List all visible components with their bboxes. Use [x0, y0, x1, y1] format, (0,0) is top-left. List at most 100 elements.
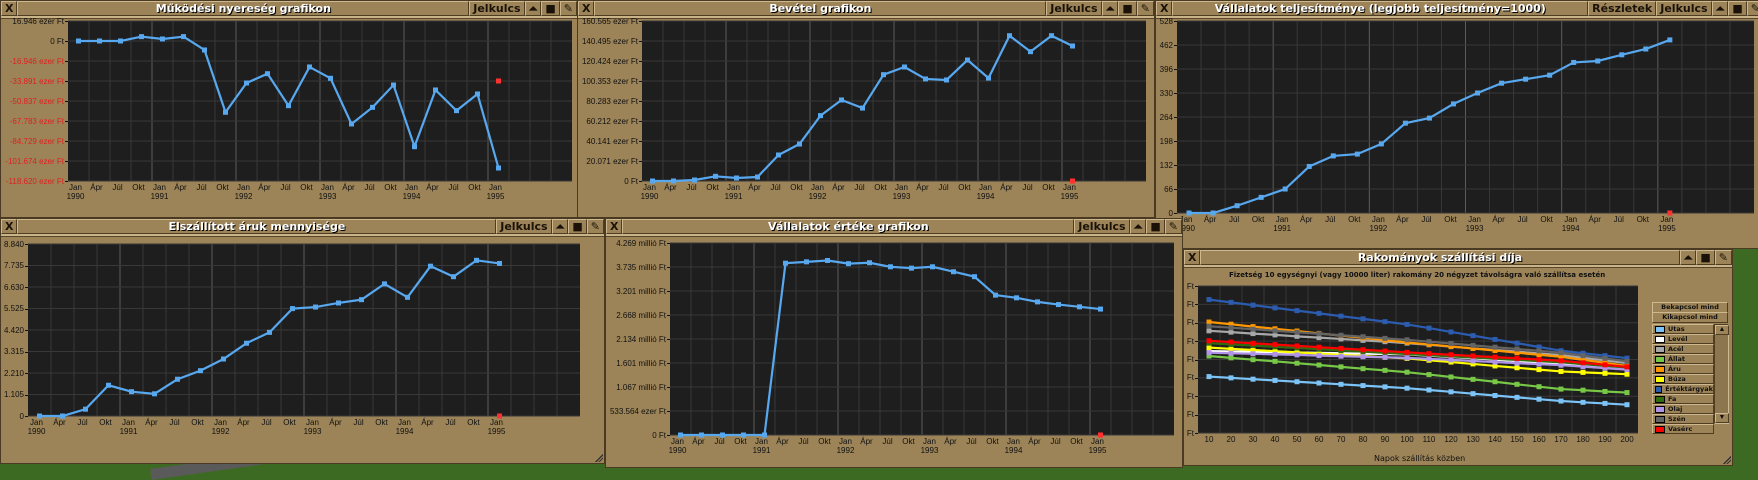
series-line	[1208, 342, 1628, 369]
y-tick-mark	[667, 363, 670, 364]
legend-item-vasérc[interactable]: Vasérc	[1652, 424, 1714, 434]
disable-all-button[interactable]: Kikapcsol mind	[1652, 312, 1728, 323]
legend-item-fa[interactable]: Fa	[1652, 394, 1714, 404]
legend-scrollbar[interactable]: ▲ ▼	[1714, 324, 1729, 424]
x-tick-label: Jan 1992	[1368, 215, 1388, 233]
collapse-button[interactable]: ⏶	[1101, 1, 1119, 16]
x-tick-month: Okt	[734, 437, 747, 446]
x-tick-label: Júl	[1046, 437, 1066, 446]
data-point	[818, 113, 823, 119]
title-bar[interactable]: X Vállalatok értéke grafikon Jelkulcs ⏶ …	[606, 219, 1182, 236]
collapse-button[interactable]: ⏶	[1129, 219, 1147, 234]
default-size-button[interactable]: ■	[568, 219, 587, 234]
legend-label: Levél	[1668, 335, 1688, 343]
data-point	[1294, 308, 1300, 314]
legend-item-búza[interactable]: Búza	[1652, 374, 1714, 384]
collapse-button[interactable]: ⏶	[1679, 250, 1697, 265]
close-button[interactable]: X	[1184, 250, 1201, 265]
legend-item-olaj[interactable]: Olaj	[1652, 404, 1714, 414]
legend-item-utas[interactable]: Utas	[1652, 324, 1714, 334]
x-tick-label: Júl	[850, 183, 870, 192]
data-point	[1558, 354, 1564, 360]
default-size-button[interactable]: ■	[1728, 1, 1747, 16]
data-point	[650, 178, 655, 184]
x-tick-month: Ápr	[944, 437, 957, 446]
sticky-button[interactable]: ✎	[1164, 219, 1182, 234]
data-point	[1448, 343, 1454, 349]
legend-label: Fa	[1668, 395, 1677, 403]
title-bar[interactable]: X Bevétel grafikon Jelkulcs ⏶ ■ ✎	[578, 1, 1154, 18]
collapse-button[interactable]: ⏶	[1711, 1, 1729, 16]
x-tick-month: Jan	[727, 183, 740, 192]
data-point	[1492, 359, 1498, 365]
default-size-button[interactable]: ■	[1118, 1, 1137, 16]
x-tick-label: 130	[1463, 435, 1483, 444]
sticky-button[interactable]: ✎	[559, 1, 577, 16]
data-point	[451, 274, 456, 280]
legend-item-szén[interactable]: Szén	[1652, 414, 1714, 424]
default-size-button[interactable]: ■	[1146, 219, 1165, 234]
collapse-button[interactable]: ⏶	[524, 1, 542, 16]
data-point	[951, 269, 956, 275]
legend-button[interactable]: Jelkulcs	[469, 1, 525, 16]
x-tick-month: Júl	[1228, 215, 1240, 224]
sticky-button[interactable]: ✎	[1746, 1, 1758, 16]
legend-item-áru[interactable]: Áru	[1652, 364, 1714, 374]
x-tick-label: Okt	[731, 437, 751, 446]
x-tick-label: Ápr	[941, 437, 961, 446]
pin-icon: ✎	[590, 220, 600, 233]
series-Értéktárgyak	[1206, 297, 1630, 361]
legend-button[interactable]: Jelkulcs	[1074, 219, 1130, 234]
legend-button[interactable]: Jelkulcs	[1046, 1, 1102, 16]
legend-button[interactable]: Jelkulcs	[1656, 1, 1712, 16]
data-point	[1492, 379, 1498, 385]
data-point	[1404, 339, 1410, 345]
series-line	[78, 35, 500, 169]
y-tick-label: 100.353 ezer Ft	[581, 76, 638, 86]
resize-handle[interactable]	[595, 454, 603, 462]
title-bar[interactable]: X Működési nyereség grafikon Jelkulcs ⏶ …	[1, 1, 577, 18]
title-bar[interactable]: X Elszállított áruk mennyisége Jelkulcs …	[1, 219, 604, 236]
sticky-button[interactable]: ✎	[586, 219, 604, 234]
title-bar[interactable]: X Rakományok szállítási díja ⏶ ■ ✎	[1184, 250, 1732, 267]
sticky-button[interactable]: ✎	[1136, 1, 1154, 16]
data-point	[1470, 342, 1476, 348]
close-button[interactable]: X	[578, 1, 595, 16]
legend-color-swatch	[1655, 385, 1663, 393]
x-tick-month: Jan	[214, 418, 227, 427]
close-button[interactable]: X	[1, 1, 18, 16]
resize-handle[interactable]	[1723, 456, 1731, 464]
scroll-up-button[interactable]: ▲	[1715, 325, 1729, 335]
x-tick-label: 120	[1441, 435, 1461, 444]
legend-item-állat[interactable]: Állat	[1652, 354, 1714, 364]
data-point	[1360, 337, 1366, 343]
legend-button[interactable]: Jelkulcs	[496, 219, 552, 234]
y-tick-mark	[1174, 165, 1177, 166]
y-tick-mark	[65, 41, 68, 42]
sticky-button[interactable]: ✎	[1714, 250, 1732, 265]
x-tick-month: Ápr	[664, 183, 677, 192]
legend-item-acél[interactable]: Acél	[1652, 344, 1714, 354]
legend-item-levél[interactable]: Levél	[1652, 334, 1714, 344]
x-tick-label: Jan 1991	[724, 183, 744, 201]
close-button[interactable]: X	[1, 219, 18, 234]
close-button[interactable]: X	[606, 219, 623, 234]
close-button[interactable]: X	[1156, 1, 1173, 16]
details-button[interactable]: Részletek	[1588, 1, 1657, 16]
default-size-button[interactable]: ■	[541, 1, 560, 16]
data-point	[1250, 357, 1256, 363]
data-point	[1404, 355, 1410, 361]
x-tick-month: Júl	[798, 437, 809, 446]
x-tick-month: Ápr	[1588, 215, 1601, 224]
collapse-button[interactable]: ⏶	[551, 219, 569, 234]
data-point	[76, 38, 81, 44]
data-point	[986, 75, 991, 81]
data-point	[1228, 355, 1234, 361]
title-bar[interactable]: X Vállalatok teljesítménye (legjobb telj…	[1156, 1, 1758, 18]
legend-item-értéktárgyak[interactable]: Értéktárgyak	[1652, 384, 1714, 394]
scroll-down-button[interactable]: ▼	[1715, 413, 1729, 423]
x-tick-label: 80	[1353, 435, 1373, 444]
default-size-button[interactable]: ■	[1696, 250, 1715, 265]
y-tick-mark	[1195, 322, 1198, 324]
collapse-icon: ⏶	[1105, 2, 1115, 15]
